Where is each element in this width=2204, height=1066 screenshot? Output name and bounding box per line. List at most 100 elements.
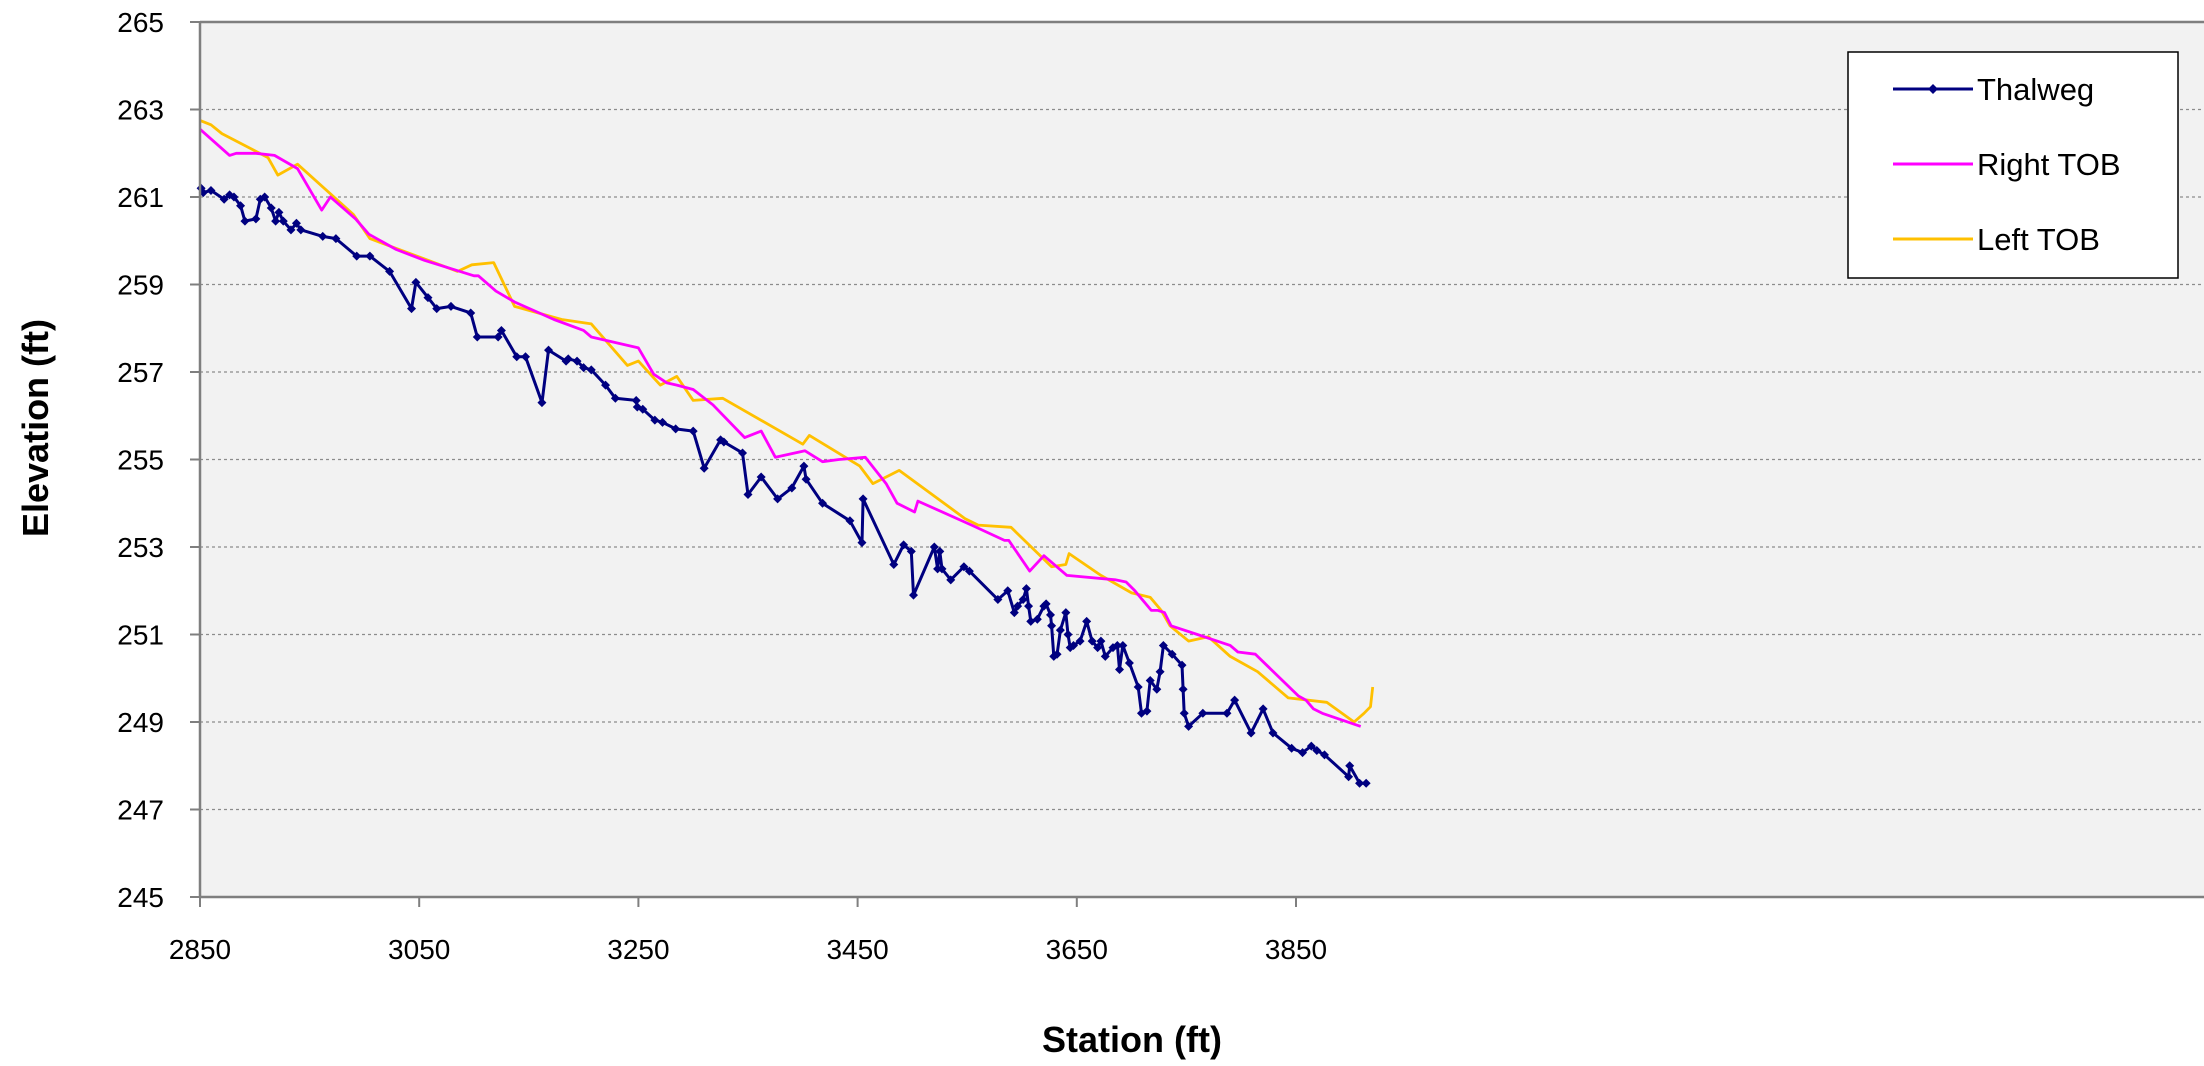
data-point-thalweg-109 [1145, 675, 1155, 685]
data-point-thalweg-52 [719, 437, 729, 447]
series-layer [196, 119, 1375, 788]
series-line-right-tob [199, 128, 1362, 728]
data-point-thalweg-16 [291, 218, 301, 228]
data-point-thalweg-62 [857, 538, 867, 548]
data-point-thalweg-15 [286, 225, 296, 235]
data-point-thalweg-124 [1287, 743, 1297, 753]
legend-label-thalweg: Thalweg [1977, 72, 2094, 107]
data-point-thalweg-131 [1355, 778, 1365, 788]
data-point-thalweg-89 [1052, 649, 1062, 659]
data-point-thalweg-99 [1096, 636, 1106, 646]
y-tick-label-249: 249 [117, 707, 164, 738]
legend-label-right-tob: Right TOB [1977, 147, 2121, 182]
data-point-thalweg-128 [1319, 750, 1329, 760]
data-point-thalweg-100 [1100, 651, 1110, 661]
data-point-thalweg-27 [446, 301, 456, 311]
data-point-thalweg-130 [1345, 761, 1355, 771]
data-point-thalweg-42 [610, 393, 620, 403]
legend-marker-thalweg [1928, 84, 1938, 94]
data-point-thalweg-92 [1063, 630, 1073, 639]
data-point-thalweg-65 [899, 540, 909, 550]
data-point-thalweg-2 [206, 185, 216, 195]
data-point-thalweg-123 [1268, 728, 1278, 738]
data-point-thalweg-11 [266, 203, 276, 213]
legend-item-right-tob: Right TOB [1893, 147, 2121, 182]
data-point-thalweg-49 [688, 426, 698, 436]
data-point-thalweg-106 [1133, 682, 1143, 692]
data-point-thalweg-119 [1222, 708, 1232, 718]
data-point-thalweg-12 [271, 216, 281, 226]
data-point-thalweg-86 [1045, 610, 1055, 620]
data-point-thalweg-13 [274, 207, 284, 217]
data-point-thalweg-54 [743, 490, 753, 499]
data-point-thalweg-10 [260, 192, 270, 202]
data-point-thalweg-34 [537, 398, 547, 408]
data-point-thalweg-46 [650, 415, 660, 425]
data-point-thalweg-19 [331, 234, 341, 244]
data-point-thalweg-41 [601, 380, 611, 390]
data-point-thalweg-5 [229, 192, 239, 202]
data-point-thalweg-43 [631, 395, 641, 405]
data-point-thalweg-24 [411, 277, 421, 287]
data-point-thalweg-117 [1184, 721, 1194, 731]
data-point-thalweg-30 [493, 332, 503, 342]
data-point-thalweg-118 [1198, 708, 1208, 718]
x-tick-label-3050: 3050 [388, 934, 450, 965]
data-point-thalweg-60 [818, 498, 828, 508]
data-point-thalweg-114 [1177, 660, 1187, 670]
data-point-thalweg-45 [638, 404, 648, 414]
legend: Thalweg Right TOB Left TOB [1847, 51, 2179, 279]
data-point-thalweg-77 [1009, 608, 1019, 618]
data-point-thalweg-129 [1344, 772, 1354, 782]
legend-label-left-tob: Left TOB [1977, 222, 2100, 257]
data-point-thalweg-104 [1118, 640, 1128, 650]
data-point-thalweg-63 [858, 494, 868, 504]
data-point-thalweg-48 [671, 424, 681, 434]
data-point-thalweg-121 [1246, 728, 1256, 738]
data-point-thalweg-94 [1069, 640, 1079, 650]
y-tick-label-245: 245 [117, 882, 164, 913]
data-point-thalweg-25 [423, 293, 433, 303]
data-point-thalweg-90 [1055, 625, 1065, 635]
data-point-thalweg-17 [296, 225, 306, 235]
data-point-thalweg-112 [1158, 640, 1168, 650]
data-point-thalweg-39 [579, 363, 589, 373]
x-tick-label-2850: 2850 [169, 934, 231, 965]
y-tick-label-251: 251 [117, 620, 164, 651]
y-tick-label-255: 255 [117, 445, 164, 476]
data-point-thalweg-32 [512, 352, 522, 362]
data-point-thalweg-67 [908, 590, 918, 600]
y-tick-label-247: 247 [117, 795, 164, 826]
y-tick-label-257: 257 [117, 357, 164, 388]
x-tick-label-3250: 3250 [607, 934, 669, 965]
data-point-thalweg-102 [1112, 640, 1122, 650]
data-point-thalweg-98 [1093, 643, 1103, 653]
data-point-thalweg-47 [658, 417, 668, 427]
data-point-thalweg-91 [1061, 608, 1071, 618]
data-point-thalweg-21 [365, 251, 375, 261]
data-point-thalweg-115 [1178, 684, 1188, 694]
data-point-thalweg-3 [219, 194, 229, 204]
y-tick-label-253: 253 [117, 532, 164, 563]
series-right-tob [199, 128, 1362, 728]
x-axis-title: Station (ft) [1042, 1019, 1222, 1060]
data-point-thalweg-108 [1142, 706, 1152, 716]
data-point-thalweg-37 [563, 354, 573, 364]
x-tick-label-3650: 3650 [1046, 934, 1108, 965]
data-point-thalweg-72 [946, 575, 956, 585]
data-point-thalweg-7 [240, 216, 250, 226]
data-point-thalweg-20 [352, 251, 362, 261]
data-point-thalweg-111 [1155, 667, 1165, 677]
y-tick-label-263: 263 [117, 95, 164, 126]
data-point-thalweg-59 [801, 474, 811, 484]
data-point-thalweg-33 [521, 352, 531, 362]
data-point-thalweg-78 [1013, 601, 1023, 611]
y-tick-label-259: 259 [117, 270, 164, 301]
data-point-thalweg-55 [756, 472, 766, 482]
data-point-thalweg-71 [937, 564, 947, 574]
data-point-thalweg-26 [432, 304, 442, 314]
data-point-thalweg-75 [993, 595, 1003, 604]
data-point-thalweg-96 [1082, 616, 1092, 626]
tick-labels: 245 247 249 251 253 255 257 259 261 263 265 2850 305… [117, 7, 1327, 965]
data-point-thalweg-57 [787, 483, 797, 493]
